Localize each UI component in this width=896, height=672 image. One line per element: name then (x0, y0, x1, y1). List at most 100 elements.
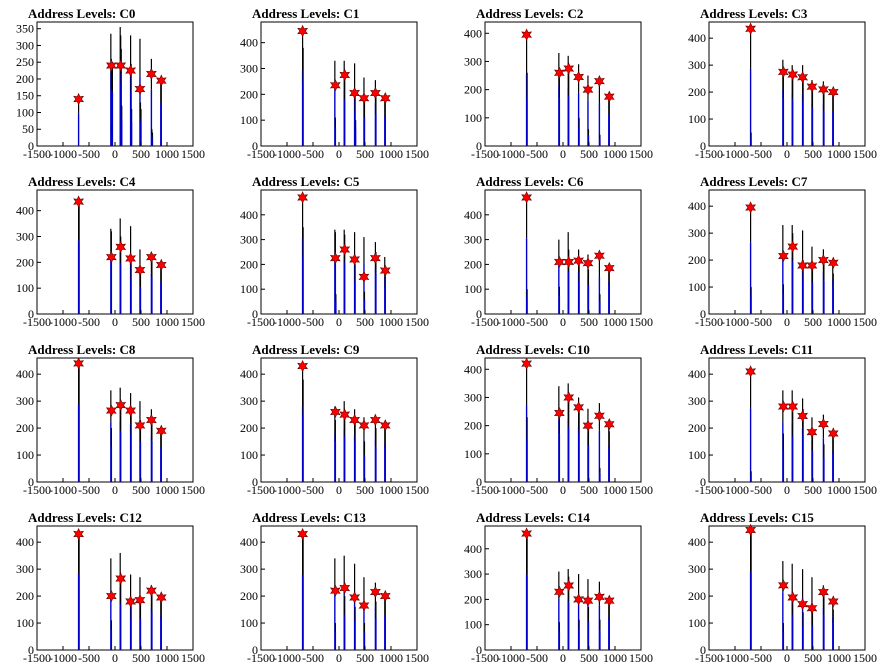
plot-frame (484, 21, 642, 147)
chart-plot: 0 100 200 300 400 -1500-1000 -500 0 500 1000 1500 (464, 21, 653, 161)
peak-marker (806, 259, 818, 272)
x-tick-label: 0 (336, 483, 342, 497)
peak-marker (521, 357, 533, 370)
peak-marker (573, 593, 585, 606)
y-tick-label: 300 (16, 38, 34, 52)
peak-marker (593, 409, 605, 423)
chart-panel: Address Levels: C0 0 50 100 150 200 250 300 350 -… (0, 0, 224, 168)
peak-marker (145, 67, 157, 81)
y-tick-label: 100 (464, 618, 482, 632)
peak-marker (349, 253, 361, 266)
x-tick-label: 1500 (853, 147, 877, 161)
chart-title: Address Levels: C3 (700, 6, 808, 21)
y-tick-label: 100 (464, 282, 482, 296)
x-tick-label: 500 (132, 483, 150, 497)
y-tick-label: 300 (464, 390, 482, 404)
y-tick-label: 100 (16, 616, 34, 630)
x-tick-label: -1000 (721, 651, 749, 665)
peak-marker (105, 589, 117, 603)
y-tick-label: 0 (700, 139, 706, 153)
plot-frame (36, 525, 194, 651)
y-tick-label: 200 (688, 253, 706, 267)
peak-marker (145, 413, 157, 427)
x-tick-label: -1000 (721, 483, 749, 497)
x-tick-label: -500 (526, 315, 548, 329)
x-tick-label: -1000 (273, 651, 301, 665)
chart-plot: 0 100 200 300 400 -1500-1000 -500 0 500 1000 1500 (688, 357, 877, 497)
chart-title: Address Levels: C10 (476, 342, 590, 357)
y-tick-label: 400 (240, 367, 258, 381)
chart-title: Address Levels: C13 (252, 510, 366, 525)
chart-plot: 0 100 200 300 400 -1500-1000 -500 0 500 1000 1500 (240, 357, 429, 497)
peak-marker (339, 68, 351, 82)
chart-panel: Address Levels: C13 0 100 200 300 400 -1500 -10… (224, 504, 448, 672)
peak-marker (521, 191, 533, 204)
peak-marker (73, 357, 85, 370)
peak-marker (379, 264, 391, 277)
chart-panel: Address Levels: C10 0 100 200 300 400 -1500 -10… (448, 336, 672, 504)
peak-marker (73, 92, 85, 106)
plot-frame (260, 357, 418, 483)
x-tick-label: -1500 (695, 315, 723, 329)
peak-marker (563, 579, 575, 592)
x-tick-label: 1500 (181, 147, 205, 161)
x-tick-label: -1500 (695, 483, 723, 497)
y-tick-label: 200 (464, 83, 482, 97)
x-tick-label: -500 (78, 483, 100, 497)
y-tick-label: 0 (700, 307, 706, 321)
chart-plot: 0 100 200 300 400 -1500-1000 -500 0 500 1000 1500 (16, 357, 205, 497)
plot-frame (708, 21, 866, 147)
x-tick-label: 1000 (603, 315, 627, 329)
x-tick-label: 500 (804, 651, 822, 665)
y-tick-label: 200 (240, 421, 258, 435)
peak-marker (787, 591, 799, 604)
x-tick-label: 1500 (629, 315, 653, 329)
x-tick-label: 500 (804, 483, 822, 497)
y-tick-label: 200 (240, 589, 258, 603)
y-tick-label: 400 (688, 199, 706, 213)
x-tick-label: -1500 (23, 147, 51, 161)
chart-panel: Address Levels: C12 0 100 200 300 400 -1500 -10… (0, 504, 224, 672)
chart-panel: Address Levels: C14 0 100 200 300 400 -1500 -10… (448, 504, 672, 672)
peak-marker (134, 593, 146, 607)
chart-plot: 0 100 200 300 400 -1500-1000 -500 0 500 1000 1500 (688, 523, 877, 665)
x-tick-label: 500 (580, 147, 598, 161)
chart-panel: Address Levels: C4 0 100 200 300 400 -1500 -100… (0, 168, 224, 336)
peak-marker (329, 251, 341, 265)
x-tick-label: 1500 (405, 483, 429, 497)
chart-title: Address Levels: C12 (28, 510, 142, 525)
x-tick-label: 1000 (155, 483, 179, 497)
x-tick-label: 500 (132, 651, 150, 665)
peak-marker (593, 249, 605, 262)
y-tick-label: 200 (16, 421, 34, 435)
chart-title: Address Levels: C7 (700, 174, 808, 189)
x-tick-label: -1000 (273, 147, 301, 161)
peak-marker (105, 59, 117, 72)
y-tick-label: 300 (240, 394, 258, 408)
chart-title: Address Levels: C8 (28, 342, 136, 357)
x-tick-label: -500 (78, 147, 100, 161)
chart-panel: Address Levels: C2 0 100 200 300 400 -1500 -100… (448, 0, 672, 168)
y-tick-label: 200 (16, 72, 34, 86)
peak-marker (817, 417, 829, 431)
x-tick-label: 500 (804, 315, 822, 329)
x-tick-label: -1000 (721, 147, 749, 161)
chart-title: Address Levels: C1 (252, 6, 360, 21)
x-tick-label: -1000 (49, 147, 77, 161)
peak-marker (155, 74, 167, 87)
x-tick-label: -500 (302, 651, 324, 665)
peak-marker (806, 425, 818, 439)
x-tick-label: -1500 (247, 483, 275, 497)
x-tick-label: 1000 (155, 315, 179, 329)
plot-frame (484, 189, 642, 315)
y-tick-label: 0 (28, 643, 34, 657)
x-tick-label: 0 (560, 651, 566, 665)
y-tick-label: 200 (688, 589, 706, 603)
peak-marker (105, 404, 117, 417)
chart-plot: 0 100 200 300 400 -1500-1000 -500 0 500 1000 1500 (688, 189, 877, 329)
y-tick-label: 400 (16, 535, 34, 549)
y-tick-label: 300 (464, 54, 482, 68)
chart-panel: Address Levels: C11 0 100 200 300 400 -1500 -10… (672, 336, 896, 504)
x-tick-label: -500 (78, 315, 100, 329)
